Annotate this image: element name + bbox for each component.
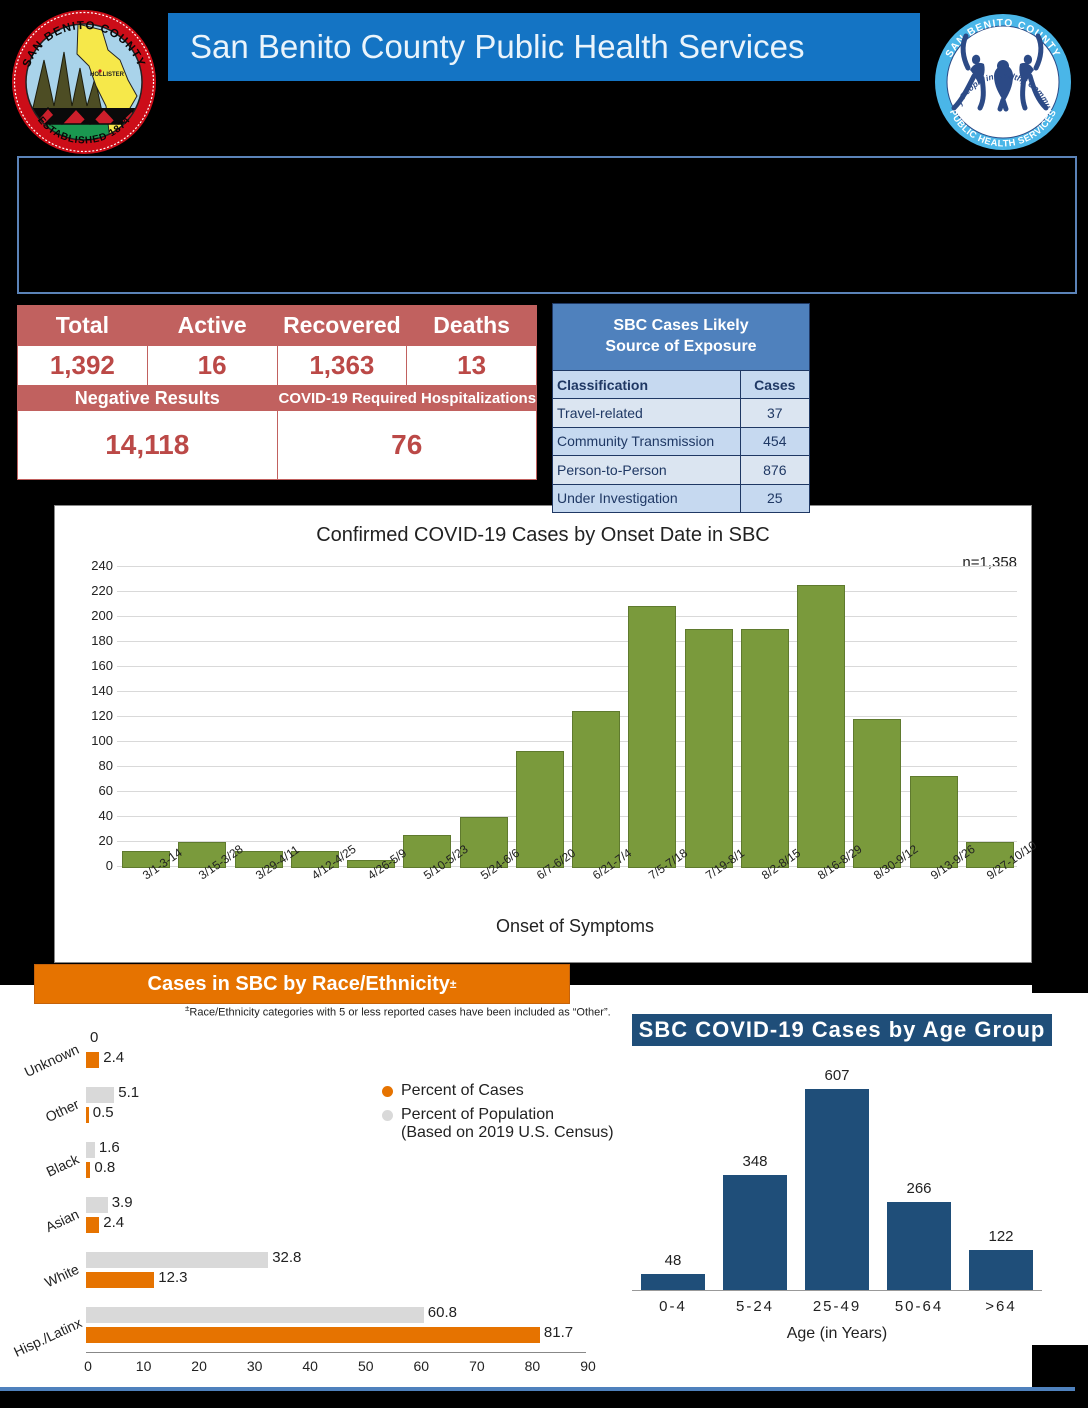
svg-text:HOLLISTER: HOLLISTER bbox=[90, 72, 125, 78]
